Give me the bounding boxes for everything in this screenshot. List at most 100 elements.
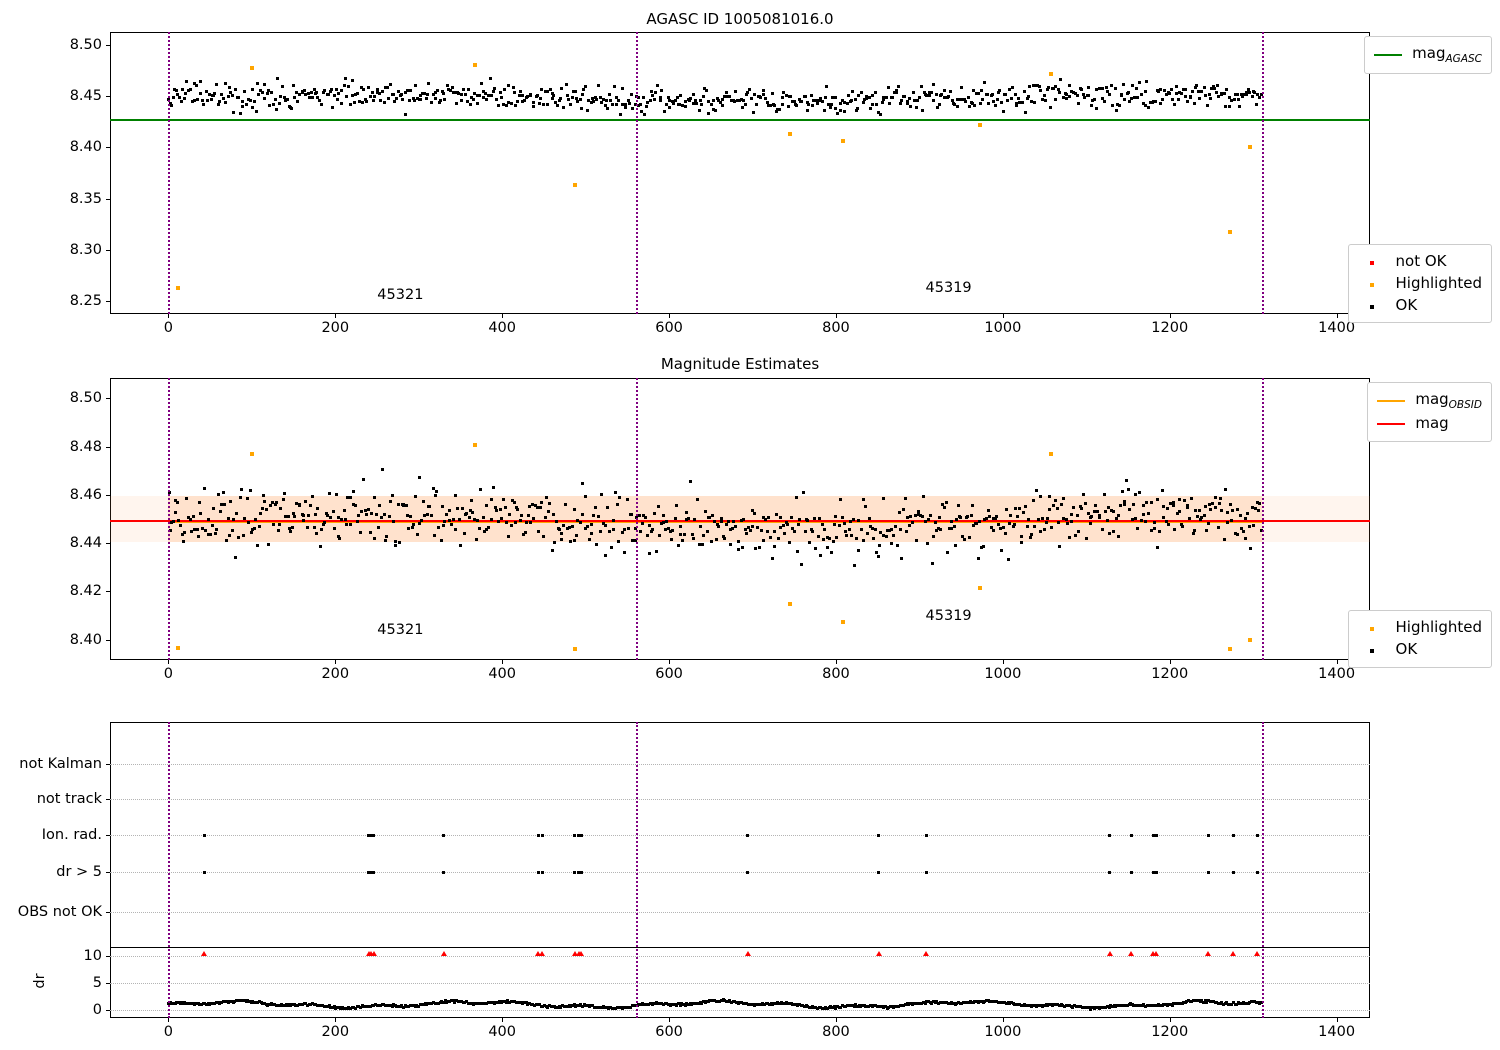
- dr-trace-point: [946, 1001, 950, 1005]
- data-point-ok: [1071, 91, 1075, 95]
- data-point-ok: [1085, 536, 1089, 540]
- data-point-ok: [511, 86, 515, 90]
- dr-trace-point: [801, 1003, 805, 1007]
- dr-trace-point: [1208, 999, 1212, 1003]
- data-point-ok: [441, 90, 445, 94]
- dr-trace-point: [675, 1003, 679, 1007]
- data-point-ok: [615, 103, 619, 107]
- panel3-xtick-label: 400: [488, 1024, 517, 1040]
- data-point-ok: [500, 96, 504, 100]
- data-point-ok: [597, 84, 601, 88]
- dr-trace-point: [1036, 1004, 1040, 1008]
- data-point-ok: [1098, 514, 1102, 518]
- data-point-ok: [560, 87, 564, 91]
- dr-trace-point: [715, 999, 719, 1003]
- dr-trace-point: [559, 1005, 563, 1009]
- data-point-ok: [829, 105, 833, 109]
- panel2-legend-markers[interactable]: Highlighted OK: [1347, 610, 1492, 668]
- not-ok-marker: [875, 951, 882, 956]
- dr-trace-point: [315, 1003, 319, 1007]
- panel1-legend-magagasc[interactable]: magAGASC: [1364, 36, 1492, 75]
- panel1-ytick-label: 8.25: [69, 293, 102, 310]
- data-point-ok: [229, 500, 233, 504]
- data-point-ok: [306, 525, 310, 529]
- data-point-ok: [550, 96, 554, 100]
- data-point-ok: [1255, 102, 1259, 106]
- data-point-ok: [868, 95, 872, 99]
- data-point-ok: [1070, 89, 1074, 93]
- data-point-ok: [945, 550, 949, 554]
- dr-trace-point: [633, 1003, 637, 1007]
- dr-trace-point: [908, 1002, 912, 1006]
- data-point-ok: [1006, 99, 1010, 103]
- data-point-ok: [587, 98, 590, 102]
- data-point-ok: [752, 111, 756, 115]
- data-point-ok: [895, 88, 899, 92]
- dr-trace-point: [259, 1001, 263, 1005]
- dr-trace-point: [529, 1003, 533, 1007]
- dr-trace-point: [746, 1002, 750, 1006]
- data-point-ok: [1200, 89, 1204, 93]
- data-point-ok: [897, 84, 901, 88]
- dr-trace-point: [294, 1003, 298, 1007]
- data-point-ok: [228, 533, 232, 537]
- dr-trace-point: [1193, 999, 1197, 1003]
- dr-trace-point: [925, 1000, 929, 1004]
- data-point-ok: [750, 525, 754, 528]
- data-point-ok: [707, 99, 711, 103]
- data-point-ok: [309, 90, 313, 94]
- data-point-ok: [585, 109, 589, 113]
- dr-trace-point: [637, 1003, 641, 1007]
- data-point-ok: [857, 518, 861, 522]
- data-point-ok: [413, 495, 417, 499]
- dr-trace-point: [1142, 1003, 1146, 1007]
- data-point-ok: [928, 90, 932, 94]
- data-point-ok: [532, 101, 536, 105]
- data-point-ok: [689, 480, 693, 484]
- panel2-legend-lines[interactable]: magOBSID mag: [1367, 382, 1492, 442]
- data-point-ok: [208, 92, 212, 96]
- data-point-ok: [838, 497, 842, 501]
- data-point-ok: [514, 104, 518, 108]
- data-point-ok: [957, 98, 961, 102]
- data-point-ok: [338, 536, 342, 540]
- data-point-ok: [202, 102, 206, 106]
- flag-marker-ion-rad: [1108, 833, 1112, 837]
- data-point-ok: [1043, 99, 1047, 103]
- data-point-ok: [617, 99, 621, 103]
- data-point-ok: [909, 104, 912, 108]
- dr-trace-point: [258, 1000, 261, 1004]
- data-point-ok: [301, 90, 305, 94]
- data-point-ok: [1038, 84, 1042, 88]
- data-point-ok: [351, 489, 355, 493]
- flag-marker-ion-rad: [1154, 833, 1158, 837]
- panel1-legend-markers[interactable]: not OK Highlighted OK: [1347, 244, 1492, 324]
- dr-trace-point: [1114, 1005, 1118, 1009]
- data-point-ok: [777, 536, 781, 540]
- data-point-ok: [656, 505, 660, 509]
- data-point-ok: [1061, 516, 1065, 520]
- data-point-ok: [993, 516, 997, 520]
- data-point-ok: [413, 84, 417, 88]
- dr-trace-point: [1216, 1001, 1220, 1005]
- dr-trace-point: [768, 1002, 772, 1006]
- data-point-ok: [644, 516, 648, 520]
- dr-trace-point: [420, 1002, 424, 1006]
- data-point-ok: [192, 515, 196, 519]
- data-point-ok: [821, 537, 825, 541]
- data-point-ok: [622, 527, 626, 531]
- panel2-ytick-mark: [106, 398, 110, 400]
- dr-trace-point: [372, 1003, 376, 1007]
- dr-trace-point: [330, 1006, 334, 1010]
- dr-trace-point: [262, 1001, 266, 1005]
- data-point-ok: [1105, 86, 1109, 90]
- data-point-ok: [991, 93, 995, 97]
- dr-trace-point: [339, 1006, 343, 1010]
- data-point-ok: [472, 92, 476, 96]
- dr-trace-point: [831, 1005, 835, 1009]
- dr-trace-point: [956, 1001, 960, 1005]
- data-point-ok: [1193, 509, 1197, 513]
- data-point-ok: [1132, 503, 1136, 507]
- legend-label: OK: [1395, 639, 1418, 658]
- data-point-ok: [931, 98, 935, 102]
